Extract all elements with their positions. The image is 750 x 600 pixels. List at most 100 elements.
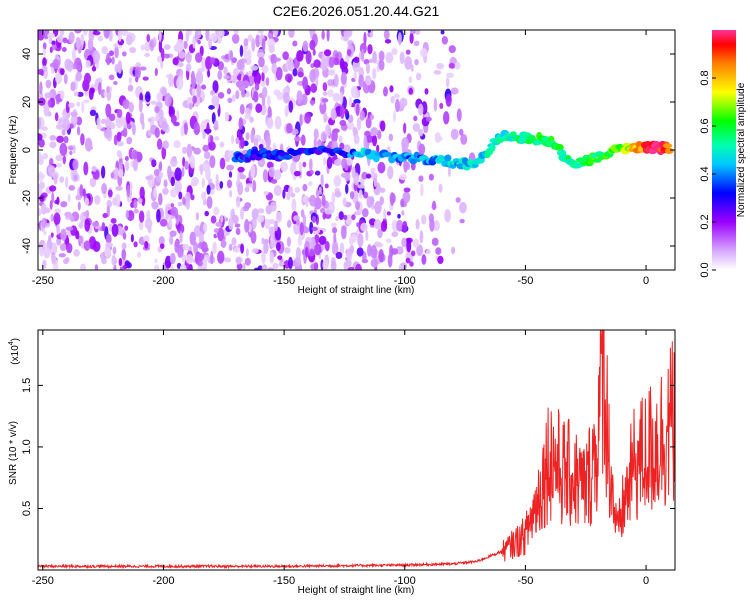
noise-blob	[309, 69, 317, 83]
noise-blob	[113, 264, 117, 270]
colorbar-tick-label: 0.0	[699, 262, 711, 277]
y-tick-label: 1.5	[21, 378, 33, 393]
noise-blob	[263, 241, 269, 254]
noise-blob	[108, 113, 116, 122]
noise-blob	[415, 30, 421, 36]
noise-blob	[256, 52, 265, 59]
noise-blob	[367, 30, 372, 33]
noise-blob	[349, 244, 355, 254]
noise-blob	[231, 214, 239, 224]
noise-blob	[81, 101, 85, 113]
noise-blob	[60, 68, 65, 76]
noise-blob	[249, 116, 255, 123]
noise-blob	[114, 45, 119, 59]
noise-blob	[210, 135, 214, 144]
noise-blob	[387, 165, 394, 180]
noise-blob	[61, 46, 67, 52]
noise-blob	[215, 173, 219, 188]
noise-blob	[388, 133, 394, 142]
noise-blob	[441, 35, 448, 45]
noise-blob	[390, 95, 395, 104]
noise-blob	[437, 255, 444, 265]
noise-blob	[358, 189, 363, 199]
spectrogram-ridge	[231, 129, 674, 171]
noise-blob	[309, 99, 316, 105]
noise-blob	[197, 259, 203, 267]
noise-blob	[377, 161, 386, 174]
noise-blob	[400, 198, 405, 208]
noise-blob	[55, 123, 63, 130]
noise-blob	[348, 96, 353, 107]
x-tick-label: -150	[273, 275, 295, 287]
noise-blob	[209, 57, 216, 65]
noise-blob	[38, 155, 44, 166]
noise-blob	[340, 172, 349, 178]
noise-blob	[314, 243, 322, 256]
y-tick-label: 40	[21, 48, 33, 60]
noise-blob	[208, 37, 212, 49]
noise-blob	[188, 264, 193, 270]
noise-blob	[408, 76, 413, 84]
noise-blob	[187, 30, 192, 36]
noise-blob	[361, 259, 369, 264]
x-tick-label: -100	[394, 275, 416, 287]
noise-blob	[202, 198, 207, 206]
noise-blob	[309, 194, 317, 207]
noise-blob	[113, 43, 119, 48]
noise-blob	[92, 50, 101, 64]
noise-blob	[328, 56, 335, 69]
noise-blob	[261, 38, 266, 52]
noise-blob	[408, 87, 413, 95]
noise-blob	[106, 86, 110, 94]
noise-blob	[438, 183, 443, 193]
noise-blob	[122, 99, 130, 110]
noise-blob	[278, 261, 285, 268]
noise-blob	[378, 187, 386, 193]
noise-blob	[418, 128, 424, 137]
noise-blob	[94, 195, 101, 205]
noise-blob	[96, 117, 101, 127]
noise-blob	[240, 243, 245, 254]
noise-blob	[62, 155, 66, 165]
noise-blob	[116, 108, 123, 118]
noise-blob	[257, 265, 264, 270]
noise-blob	[193, 121, 200, 136]
noise-blob	[179, 264, 187, 270]
noise-blob	[151, 116, 158, 122]
noise-blob	[261, 71, 265, 82]
noise-blob	[82, 211, 88, 217]
noise-blob	[411, 250, 416, 257]
noise-blob	[255, 103, 263, 114]
noise-blob	[401, 237, 407, 248]
noise-blob	[133, 198, 138, 209]
noise-blob	[292, 40, 298, 47]
spectrogram-noise	[38, 30, 674, 270]
noise-blob	[272, 262, 279, 269]
noise-blob	[206, 184, 211, 195]
noise-blob	[65, 226, 74, 231]
noise-blob	[310, 83, 318, 93]
noise-blob	[134, 66, 141, 79]
ridge-blob	[409, 158, 418, 165]
noise-blob	[92, 30, 101, 36]
noise-blob	[245, 132, 250, 141]
x-tick-label: -100	[394, 575, 416, 587]
noise-blob	[325, 123, 331, 138]
noise-blob	[219, 180, 224, 189]
noise-blob	[210, 250, 214, 265]
noise-blob	[300, 209, 305, 218]
noise-blob	[181, 167, 185, 178]
noise-blob	[192, 95, 197, 104]
noise-blob	[344, 108, 349, 116]
noise-blob	[454, 61, 461, 70]
noise-blob	[43, 103, 50, 117]
noise-blob	[309, 221, 314, 235]
colorbar-gradient	[712, 30, 736, 270]
noise-blob	[100, 165, 106, 179]
noise-blob	[383, 86, 388, 97]
noise-blob	[294, 136, 302, 142]
noise-blob	[369, 58, 374, 63]
noise-blob	[92, 241, 101, 252]
spectrogram-marks	[38, 30, 674, 270]
snr-frame	[37, 329, 676, 571]
